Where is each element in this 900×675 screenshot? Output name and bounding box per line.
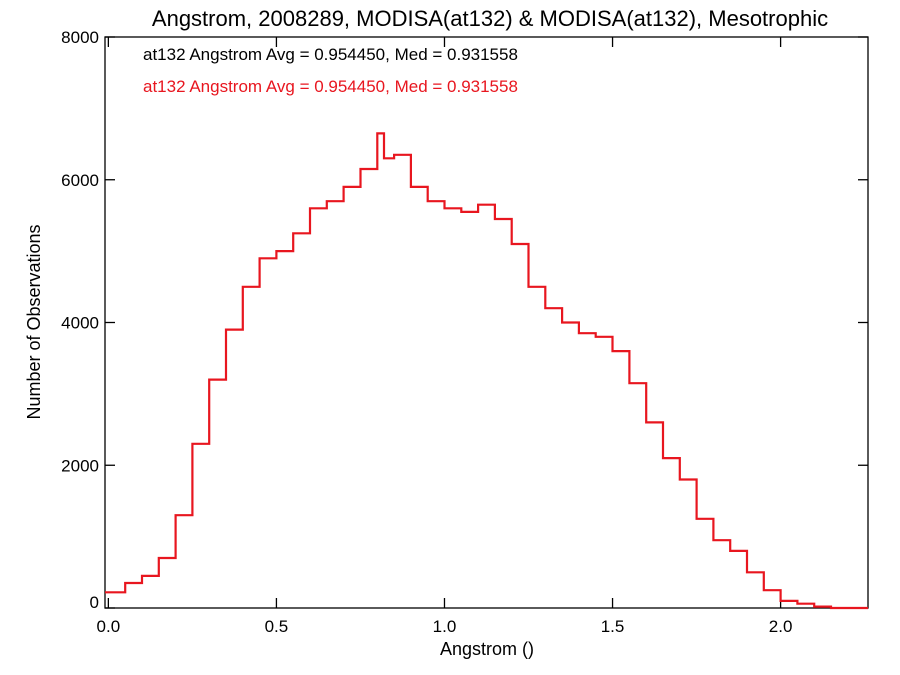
y-tick-label: 8000 — [61, 28, 99, 47]
y-tick-label: 0 — [90, 593, 99, 612]
x-axis: 0.0 0.5 1.0 1.5 2.0 — [97, 37, 793, 636]
y-axis: 0 2000 4000 6000 8000 — [61, 28, 868, 612]
x-tick-label: 2.0 — [769, 617, 793, 636]
y-tick-label: 2000 — [61, 456, 99, 475]
x-tick-label: 0.0 — [97, 617, 121, 636]
plot-frame — [104, 36, 869, 609]
chart-title: Angstrom, 2008289, MODISA(at132) & MODIS… — [152, 6, 828, 31]
y-axis-label: Number of Observations — [24, 224, 44, 419]
y-tick-label: 4000 — [61, 314, 99, 333]
annotation-red: at132 Angstrom Avg = 0.954450, Med = 0.9… — [143, 77, 518, 96]
annotation-black: at132 Angstrom Avg = 0.954450, Med = 0.9… — [143, 45, 518, 64]
y-tick-label: 6000 — [61, 171, 99, 190]
x-tick-label: 0.5 — [265, 617, 289, 636]
histogram-series-line — [105, 132, 868, 610]
x-tick-label: 1.5 — [601, 617, 625, 636]
x-tick-label: 1.0 — [433, 617, 457, 636]
x-axis-label: Angstrom () — [440, 639, 534, 659]
